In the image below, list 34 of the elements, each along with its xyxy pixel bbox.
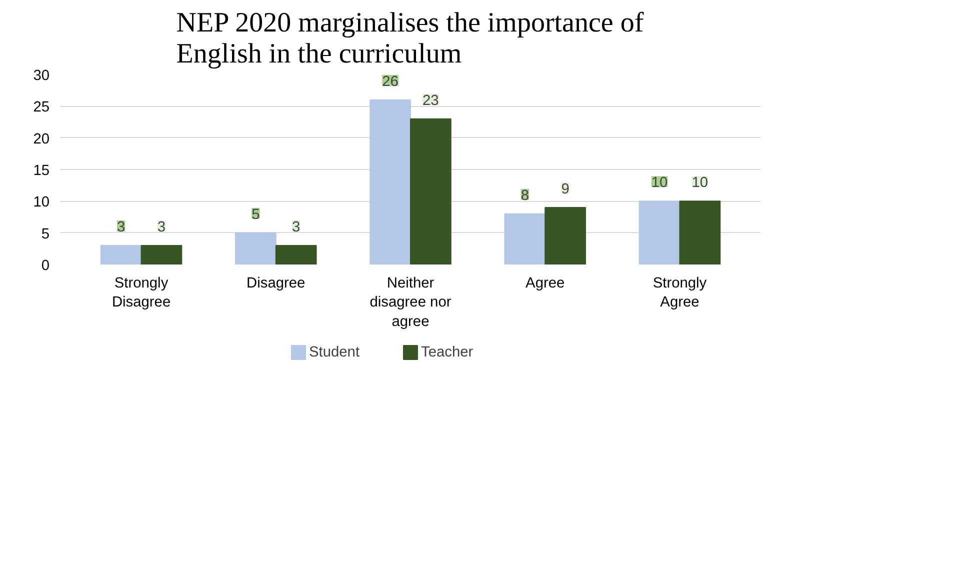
y-tick-label: 20 xyxy=(33,131,50,148)
data-label: 23 xyxy=(422,92,439,109)
x-tick-label: Agree xyxy=(526,276,565,292)
y-tick-label: 10 xyxy=(33,194,50,211)
bar xyxy=(100,245,142,264)
data-label: 5 xyxy=(252,206,260,223)
y-tick-label: 15 xyxy=(33,163,50,179)
data-label: 3 xyxy=(117,220,126,236)
bar xyxy=(275,245,317,264)
chart-title: NEP 2020 marginalises the importance of English in the curriculum xyxy=(176,8,644,70)
bar xyxy=(504,213,546,264)
data-label: 3 xyxy=(157,220,166,236)
data-label: 26 xyxy=(382,74,398,90)
x-tick-label: Strongly Agree xyxy=(652,276,708,311)
data-label: 8 xyxy=(520,188,530,204)
data-label: 10 xyxy=(692,175,708,192)
bar xyxy=(410,118,452,264)
y-tick-label: 30 xyxy=(33,68,50,84)
x-tick-label: Strongly Disagree xyxy=(112,276,171,311)
bar xyxy=(235,232,276,264)
legend-label: Teacher xyxy=(421,344,474,360)
data-label: 3 xyxy=(292,220,300,236)
x-tick-label: Disagree xyxy=(246,276,306,292)
y-tick-label: 25 xyxy=(33,100,50,116)
y-tick-label: 5 xyxy=(41,226,50,242)
data-label: 9 xyxy=(561,182,570,198)
bar xyxy=(544,207,586,264)
bar xyxy=(638,200,680,264)
bar xyxy=(140,245,182,264)
x-tick-label: Neither disagree nor agree xyxy=(370,276,452,330)
bar xyxy=(679,200,721,264)
bar xyxy=(370,99,411,264)
y-tick-label: 0 xyxy=(41,258,50,274)
legend-label: Student xyxy=(309,344,360,360)
